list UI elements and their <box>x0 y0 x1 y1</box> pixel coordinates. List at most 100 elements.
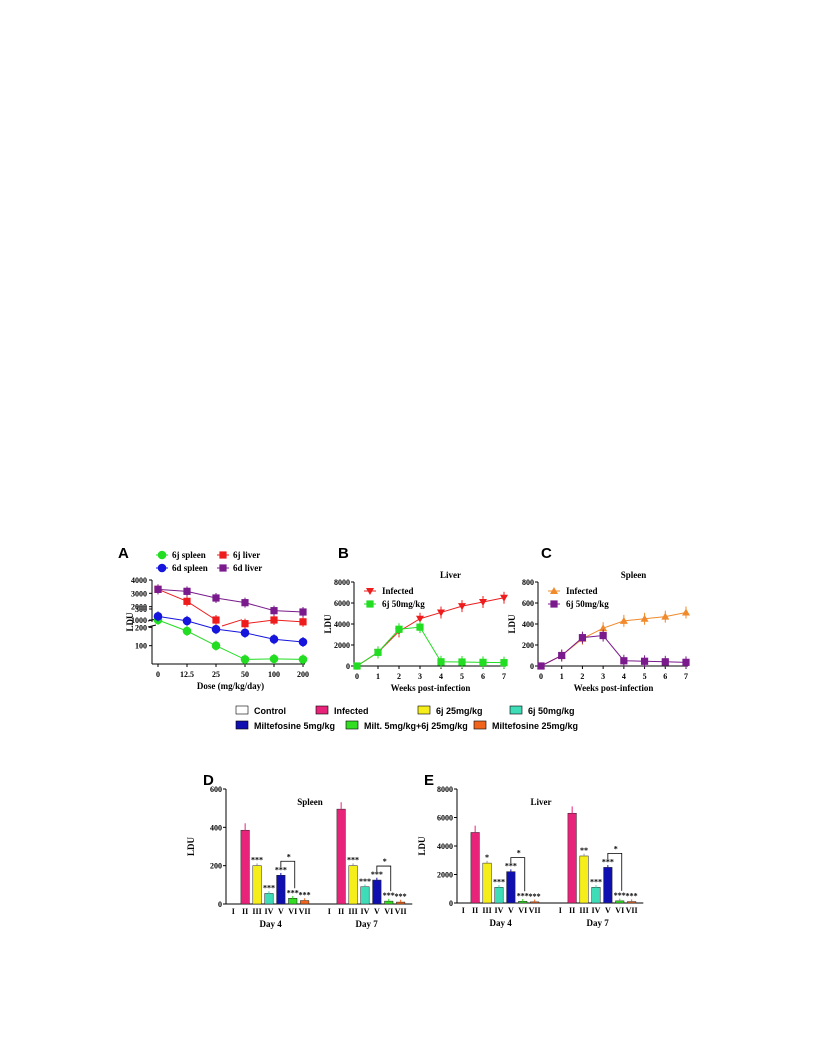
bracket-label: * <box>517 849 521 858</box>
data-point <box>395 625 403 633</box>
bar <box>567 812 577 904</box>
data-point <box>458 603 466 611</box>
y-tick-label: 4000 <box>437 842 453 851</box>
data-point <box>437 609 445 617</box>
data-point <box>211 641 221 650</box>
x-tick-label: 1 <box>560 672 564 681</box>
data-point <box>661 658 669 666</box>
legend-label: Infected <box>566 586 598 596</box>
x-axis-label: Weeks post-infection <box>574 683 654 693</box>
legend-marker <box>157 563 167 573</box>
data-point <box>240 628 250 638</box>
legend-label: Miltefosine 5mg/kg <box>254 721 335 731</box>
x-tick-label: 25 <box>212 670 220 679</box>
bar-legend: Control Infected 6j 25mg/kg 6j 50mg/kg Milte… <box>235 705 578 731</box>
x-tick-label: 3 <box>418 672 422 681</box>
x-tick-label: 4 <box>439 672 443 681</box>
legend-marker <box>219 551 227 559</box>
significance-label: *** <box>359 877 371 886</box>
legend-swatch <box>235 720 249 730</box>
y-axis-label: LDU <box>186 837 196 857</box>
bar <box>627 901 637 904</box>
panel-label-c: C <box>541 545 552 562</box>
series-line-3 <box>157 588 304 613</box>
bar <box>591 887 601 904</box>
significance-label: *** <box>299 891 311 900</box>
y-tick-label: 2000 <box>334 641 350 650</box>
y-tick-label: 0 <box>346 662 350 671</box>
significance-label: * <box>485 853 489 862</box>
bar <box>494 887 504 904</box>
x-tick-label: VI <box>615 906 624 915</box>
data-point <box>212 594 220 602</box>
bar <box>506 871 516 904</box>
data-point <box>154 585 162 593</box>
data-point <box>153 612 163 621</box>
legend-label: 6j liver <box>233 550 260 560</box>
chart-c: 0 200 400 600 800 0 1 2 3 4 5 6 7 Weeks post-infectio… <box>507 570 690 693</box>
group-label: Day 4 <box>260 919 283 929</box>
group-label: Day 7 <box>587 918 610 928</box>
chart-b: 0 2000 4000 6000 8000 0 1 2 3 4 5 6 7 Weeks post-infe… <box>323 570 508 693</box>
x-tick-label: VII <box>395 907 407 916</box>
x-tick-label: VI <box>518 906 527 915</box>
x-tick-label: 2 <box>397 672 401 681</box>
x-tick-label: III <box>252 907 261 916</box>
panel-label-a: A <box>118 545 129 562</box>
data-point <box>269 654 279 664</box>
x-tick-label: 6 <box>481 672 485 681</box>
legend-label: Milt. 5mg/kg+6j 25mg/kg <box>364 721 468 731</box>
bar <box>264 893 274 905</box>
y-tick-label: 6000 <box>334 599 350 608</box>
data-point <box>374 648 382 656</box>
data-point <box>661 612 670 620</box>
data-point <box>298 637 308 647</box>
data-point <box>500 594 508 602</box>
y-tick-label: 800 <box>522 578 534 587</box>
x-tick-label: IV <box>361 907 370 916</box>
legend-marker <box>550 587 558 594</box>
y-tick-label: 0 <box>530 662 534 671</box>
legend-label: 6j 50mg/kg <box>382 599 425 609</box>
x-axis-label: Dose (mg/kg/day) <box>197 681 264 691</box>
data-point <box>599 624 608 632</box>
data-point <box>479 658 487 666</box>
bar <box>372 879 382 905</box>
bar <box>240 829 250 905</box>
x-tick-label: V <box>374 907 380 916</box>
legend-swatch <box>345 720 359 730</box>
data-point <box>640 657 649 665</box>
group-label: Day 7 <box>356 919 379 929</box>
data-point <box>578 634 587 642</box>
significance-label: *** <box>529 892 541 901</box>
x-tick-label: II <box>569 906 575 915</box>
bar <box>579 855 589 904</box>
significance-label: *** <box>263 883 275 892</box>
significance-label: *** <box>590 877 602 886</box>
x-tick-label: I <box>462 906 465 915</box>
bar <box>396 901 406 905</box>
x-tick-label: 7 <box>684 672 688 681</box>
x-tick-label: 1 <box>376 672 380 681</box>
chart-title: Liver <box>531 797 552 807</box>
y-tick-label: 200 <box>210 862 222 871</box>
data-point <box>269 634 279 644</box>
x-tick-label: VI <box>384 907 393 916</box>
legend-marker <box>550 600 558 608</box>
significance-label: *** <box>287 888 299 897</box>
significance-label: ** <box>580 846 588 855</box>
series-line-2 <box>221 619 243 627</box>
y-tick-label: 3000 <box>131 589 147 598</box>
x-tick-label: V <box>605 906 611 915</box>
data-point <box>270 616 278 624</box>
y-tick-label: 8000 <box>334 578 350 587</box>
legend-label: 6j spleen <box>172 550 206 560</box>
x-tick-label: II <box>472 906 478 915</box>
bar <box>470 832 480 904</box>
bar <box>530 901 540 904</box>
x-tick-label: III <box>348 907 357 916</box>
group-label: Day 4 <box>490 918 513 928</box>
y-tick-label: 0 <box>218 900 222 909</box>
x-tick-label: 7 <box>502 672 506 681</box>
series-line-1 <box>157 615 304 643</box>
